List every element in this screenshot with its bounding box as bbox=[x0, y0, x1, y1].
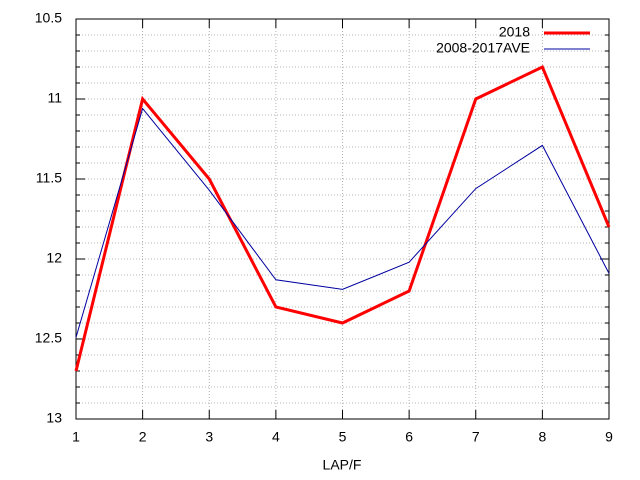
y-tick-label: 10.5 bbox=[35, 10, 62, 26]
y-tick-label: 11.5 bbox=[36, 170, 62, 186]
y-tick-label: 13 bbox=[46, 410, 62, 426]
series-line bbox=[75, 107, 610, 338]
legend-label: 2008-2017AVE bbox=[436, 40, 530, 56]
legend-label: 2018 bbox=[499, 24, 530, 40]
x-tick-label: 1 bbox=[72, 429, 80, 445]
x-tick-label: 7 bbox=[472, 429, 480, 445]
x-tick-label: 5 bbox=[339, 429, 347, 445]
x-axis-label: LAP/F bbox=[323, 457, 362, 473]
series-line bbox=[74, 64, 611, 372]
x-tick-label: 8 bbox=[538, 429, 546, 445]
x-tick-label: 9 bbox=[605, 429, 613, 445]
plot-frame bbox=[75, 18, 610, 420]
y-tick-label: 12 bbox=[46, 250, 62, 266]
x-tick-label: 4 bbox=[272, 429, 280, 445]
y-tick-label: 12.5 bbox=[35, 330, 62, 346]
y-tick-label: 11 bbox=[47, 90, 62, 106]
x-tick-label: 6 bbox=[405, 429, 413, 445]
x-tick-label: 3 bbox=[205, 429, 213, 445]
x-tick-label: 2 bbox=[139, 429, 147, 445]
